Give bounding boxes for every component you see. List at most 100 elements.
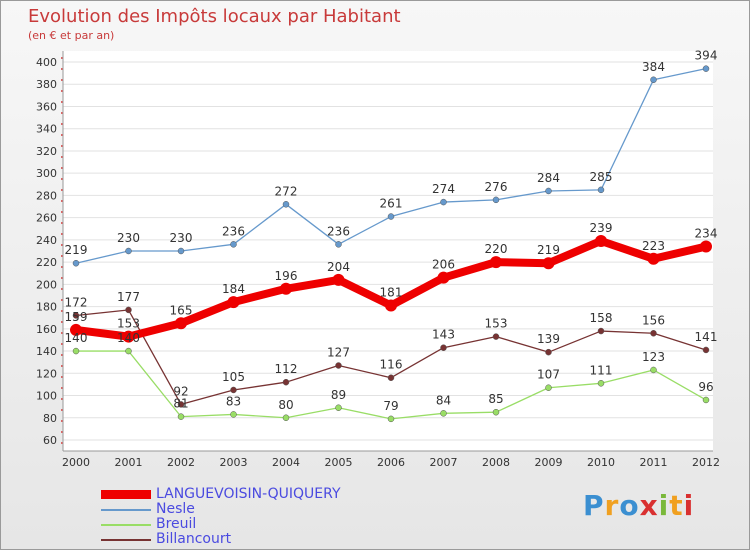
data-point xyxy=(335,362,342,369)
y-axis-mark xyxy=(61,200,63,202)
y-tick-label: 160 xyxy=(36,323,57,336)
y-axis-mark xyxy=(61,431,63,433)
data-point xyxy=(492,196,500,204)
data-label: 177 xyxy=(117,290,140,304)
data-point xyxy=(542,257,555,270)
x-tick-label: 2009 xyxy=(535,456,563,469)
y-tick-label: 120 xyxy=(36,367,57,380)
data-point xyxy=(177,247,185,255)
chart-subtitle: (en € et par an) xyxy=(28,29,115,42)
y-axis-mark xyxy=(61,222,63,224)
x-tick-label: 2012 xyxy=(692,456,720,469)
data-label: 96 xyxy=(698,380,713,394)
proxiti-logo: Proxiti xyxy=(583,489,695,522)
y-axis-mark xyxy=(61,255,63,257)
y-axis-mark xyxy=(61,233,63,235)
y-tick-label: 360 xyxy=(36,100,57,113)
y-axis-mark xyxy=(61,277,63,279)
data-label: 105 xyxy=(222,370,245,384)
data-label: 89 xyxy=(331,388,346,402)
y-tick-label: 220 xyxy=(36,256,57,269)
axes: 60 80 100 120 140 160 180 200 220 240 260 280 300 320… xyxy=(36,51,720,469)
data-point xyxy=(230,386,237,394)
legend-item: Billancourt xyxy=(101,532,231,547)
legend-label: LANGUEVOISIN-QUIQUERY xyxy=(156,486,341,502)
y-tick-label: 400 xyxy=(36,56,57,69)
y-axis-mark xyxy=(61,354,63,356)
data-point xyxy=(650,366,657,374)
x-tick-label: 2011 xyxy=(640,456,668,469)
data-label: 140 xyxy=(65,331,88,345)
data-label: 394 xyxy=(695,49,718,63)
y-tick-label: 260 xyxy=(36,212,57,225)
data-point xyxy=(597,186,605,194)
x-tick-label: 2006 xyxy=(377,456,405,469)
data-label: 84 xyxy=(436,393,451,407)
data-label: 140 xyxy=(117,331,140,345)
data-label: 83 xyxy=(226,394,241,408)
data-point xyxy=(335,404,342,412)
y-tick-label: 380 xyxy=(36,78,57,91)
y-tick-label: 100 xyxy=(36,390,57,403)
data-point xyxy=(385,299,397,312)
data-point xyxy=(387,213,395,220)
data-point xyxy=(545,187,552,195)
data-label: 274 xyxy=(432,182,455,196)
legend-label: Nesle xyxy=(156,501,195,517)
y-axis-mark xyxy=(61,68,63,70)
data-label: 143 xyxy=(432,328,455,342)
data-point xyxy=(650,330,657,337)
legend-item: LANGUEVOISIN-QUIQUERY xyxy=(101,487,341,502)
chart-title: Evolution des Impôts locaux par Habitant xyxy=(28,6,401,27)
y-axis-mark xyxy=(61,387,63,389)
data-point xyxy=(230,411,237,418)
data-label: 112 xyxy=(275,362,298,376)
y-tick-label: 60 xyxy=(43,434,57,447)
data-point xyxy=(72,259,80,267)
y-axis-mark xyxy=(61,211,63,213)
y-axis-mark xyxy=(61,57,63,59)
data-label: 284 xyxy=(537,171,560,185)
y-axis-mark xyxy=(61,167,63,169)
x-tick-label: 2008 xyxy=(482,456,510,469)
x-tick-label: 2003 xyxy=(220,456,248,469)
data-point xyxy=(72,312,80,319)
data-label: 261 xyxy=(380,197,403,211)
y-tick-label: 280 xyxy=(36,189,57,202)
data-point xyxy=(282,201,290,208)
data-label: 181 xyxy=(380,285,403,299)
data-label: 172 xyxy=(65,295,88,309)
data-point xyxy=(175,317,187,330)
data-label: 230 xyxy=(170,231,193,245)
data-label: 184 xyxy=(222,282,245,296)
data-point xyxy=(387,415,395,423)
y-axis-mark xyxy=(61,398,63,400)
y-tick-label: 180 xyxy=(36,301,57,314)
data-point xyxy=(702,65,710,72)
data-label: 141 xyxy=(695,330,718,344)
legend-item: Breuil xyxy=(101,517,196,532)
data-label: 79 xyxy=(383,399,398,413)
data-label: 165 xyxy=(170,303,193,317)
data-point xyxy=(650,76,657,84)
y-axis-mark xyxy=(61,299,63,301)
x-tick-label: 2010 xyxy=(587,456,615,469)
data-label: 85 xyxy=(488,392,503,406)
data-point xyxy=(700,240,712,253)
data-point xyxy=(702,396,710,404)
data-point xyxy=(597,327,605,335)
data-label: 204 xyxy=(327,260,350,274)
data-label: 219 xyxy=(65,243,88,257)
data-point xyxy=(647,252,660,265)
data-label: 236 xyxy=(327,224,350,238)
data-point xyxy=(387,374,395,381)
y-axis-mark xyxy=(61,409,63,411)
data-label: 153 xyxy=(485,317,508,331)
y-axis-mark xyxy=(61,123,63,125)
y-tick-label: 80 xyxy=(43,412,57,425)
y-axis-mark xyxy=(61,365,63,367)
y-axis-mark xyxy=(61,101,63,103)
data-point xyxy=(545,348,552,356)
y-axis-mark xyxy=(61,156,63,158)
